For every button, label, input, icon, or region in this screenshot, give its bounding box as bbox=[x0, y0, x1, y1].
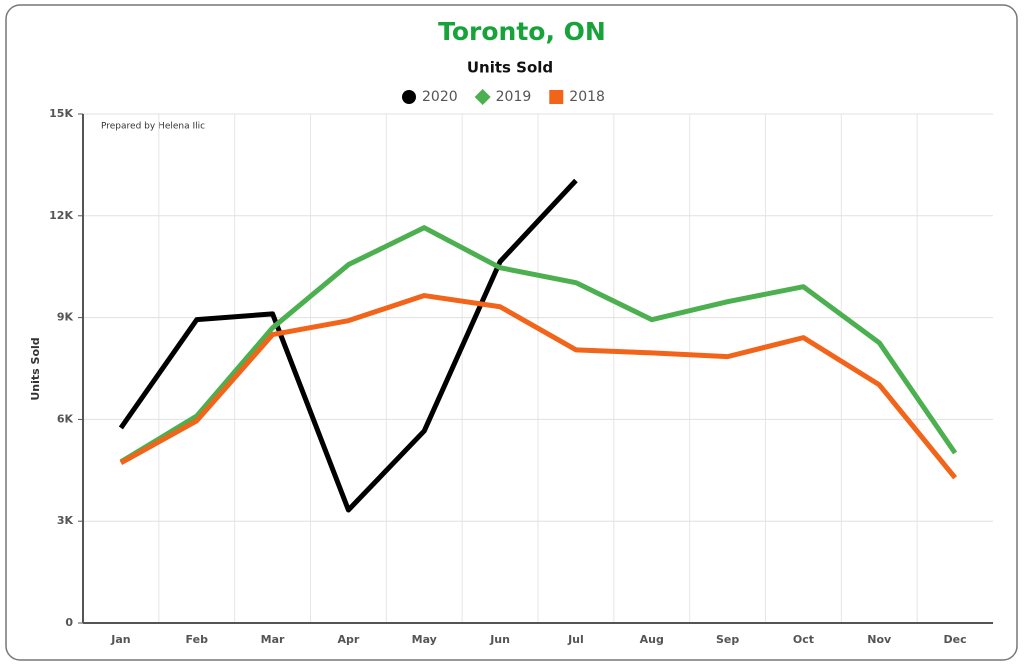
x-tick-label: Jun bbox=[489, 633, 510, 646]
chart-subtitle: Units Sold bbox=[467, 59, 553, 77]
y-tick-label: 0 bbox=[65, 616, 73, 629]
y-tick-label: 9K bbox=[57, 311, 74, 324]
x-tick-label: Mar bbox=[261, 633, 285, 646]
line-series bbox=[119, 225, 958, 464]
x-tick-label: May bbox=[412, 633, 437, 646]
y-tick-label: 12K bbox=[49, 209, 73, 222]
legend-label: 2019 bbox=[496, 89, 532, 105]
x-tick-label: Aug bbox=[640, 633, 664, 646]
x-tick-label: Feb bbox=[186, 633, 209, 646]
legend-marker bbox=[402, 90, 416, 104]
annotation: Prepared by Helena Ilic bbox=[101, 122, 205, 132]
y-tick-label: 6K bbox=[57, 412, 74, 425]
y-tick-label: 3K bbox=[57, 514, 74, 527]
legend-marker bbox=[549, 90, 564, 104]
chart-title: Toronto, ON bbox=[438, 17, 606, 46]
legend-label: 2020 bbox=[422, 89, 458, 105]
legend-marker bbox=[474, 89, 491, 105]
x-tick-label: Nov bbox=[867, 633, 892, 646]
x-tick-label: Oct bbox=[793, 633, 814, 646]
frame bbox=[5, 4, 1018, 661]
y-axis-label: Units Sold bbox=[29, 337, 42, 400]
line-series bbox=[119, 293, 958, 480]
x-tick-label: Dec bbox=[944, 633, 967, 646]
x-tick-label: Sep bbox=[716, 633, 739, 646]
line-series bbox=[118, 178, 578, 513]
x-tick-label: Jul bbox=[567, 633, 584, 646]
x-tick-label: Jan bbox=[110, 633, 130, 646]
x-tick-label: Apr bbox=[338, 633, 360, 646]
legend-label: 2018 bbox=[569, 89, 605, 105]
y-tick-label: 15K bbox=[49, 107, 73, 120]
